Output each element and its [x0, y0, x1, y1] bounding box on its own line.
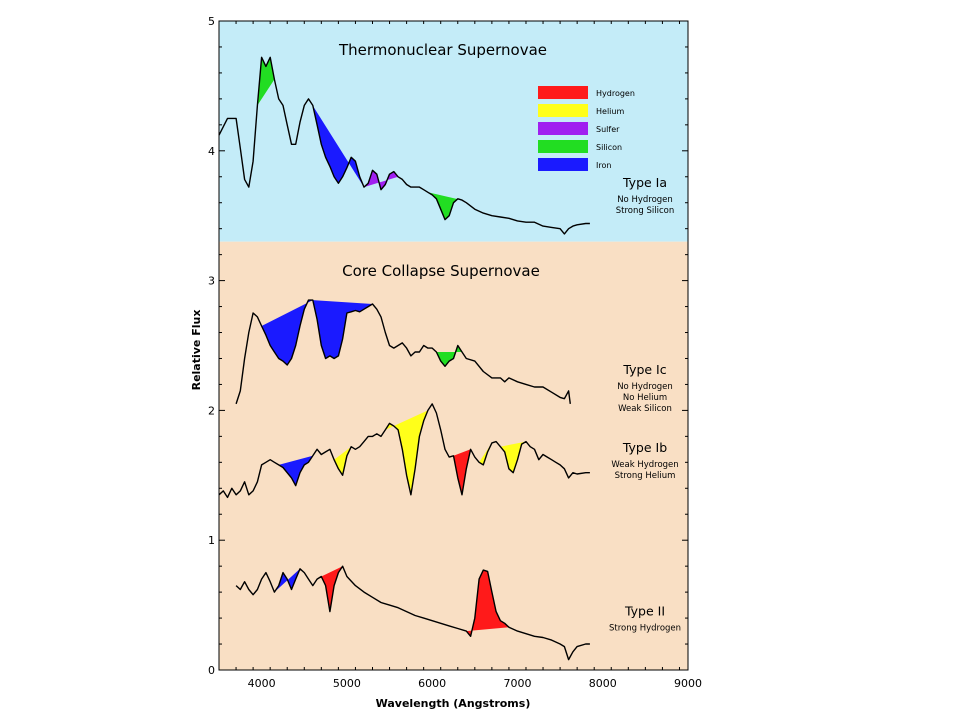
x-tick-label: 4000 — [248, 677, 276, 690]
feature-iron-2-0 — [278, 455, 313, 486]
type-description: Strong Hydrogen — [609, 623, 681, 633]
feature-iron-1-0 — [261, 300, 313, 365]
x-tick-label: 5000 — [333, 677, 361, 690]
panel-title-core-collapse: Core Collapse Supernovae — [342, 262, 540, 280]
spectrum-type-ib — [218, 403, 590, 499]
feature-iron-1-1 — [312, 300, 373, 359]
panel-title-thermonuclear: Thermonuclear Supernovae — [338, 41, 547, 59]
type-description: Strong Helium — [615, 471, 676, 481]
feature-silicon-0-3 — [427, 192, 462, 220]
spectrum-type-ii — [235, 565, 590, 661]
type-label-type-ib: Type Ib — [622, 440, 667, 455]
type-description: Weak Hydrogen — [611, 460, 678, 470]
feature-iron-0-1 — [308, 98, 364, 188]
feature-hydrogen-3-1 — [321, 566, 343, 612]
y-tick-label: 1 — [208, 534, 215, 547]
spectrum-type-ia — [218, 56, 590, 235]
plot-frame — [218, 20, 689, 671]
type-label-type-ii: Type II — [624, 603, 665, 618]
y-tick-label: 4 — [208, 145, 215, 158]
x-tick-label: 9000 — [674, 677, 702, 690]
y-tick-label: 3 — [208, 275, 215, 288]
x-axis-label: Wavelength (Angstroms) — [376, 697, 531, 710]
legend-swatch-helium — [538, 104, 588, 117]
type-description: No Hydrogen — [617, 382, 673, 392]
feature-hydrogen-3-2 — [466, 570, 509, 637]
x-tick-label: 6000 — [418, 677, 446, 690]
y-tick-label: 2 — [208, 404, 215, 417]
legend-label-sulfer: Sulfer — [596, 125, 620, 134]
legend-swatch-hydrogen — [538, 86, 588, 99]
y-tick-label: 0 — [208, 664, 215, 677]
legend-swatch-silicon — [538, 140, 588, 153]
legend-label-silicon: Silicon — [596, 143, 622, 152]
y-axis-label: Relative Flux — [190, 310, 203, 391]
type-description: Strong Silicon — [616, 206, 674, 216]
legend-label-helium: Helium — [596, 107, 624, 116]
feature-silicon-1-2 — [436, 345, 462, 367]
legend: Hydrogen Helium Sulfer Silicon Iron — [538, 86, 635, 171]
feature-silicon-0-0 — [257, 57, 275, 106]
type-description: No Helium — [623, 393, 667, 403]
x-tick-label: 7000 — [503, 677, 531, 690]
legend-swatch-iron — [538, 158, 588, 171]
type-label-type-ic: Type Ic — [622, 362, 666, 377]
type-description: Weak Silicon — [618, 404, 672, 414]
legend-label-iron: Iron — [596, 161, 611, 170]
feature-hydrogen-2-3 — [453, 449, 471, 495]
legend-label-hydrogen: Hydrogen — [596, 89, 635, 98]
feature-helium-2-2 — [385, 410, 428, 495]
type-label-type-ia: Type Ia — [622, 175, 667, 190]
type-description: No Hydrogen — [617, 195, 673, 205]
x-tick-label: 8000 — [589, 677, 617, 690]
spectrum-type-ic — [235, 299, 571, 405]
y-tick-label: 5 — [208, 15, 215, 28]
legend-swatch-sulfer — [538, 122, 588, 135]
